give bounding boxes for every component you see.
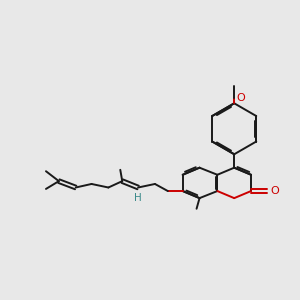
Text: H: H xyxy=(134,193,142,203)
Text: O: O xyxy=(270,186,279,196)
Text: O: O xyxy=(236,93,245,103)
